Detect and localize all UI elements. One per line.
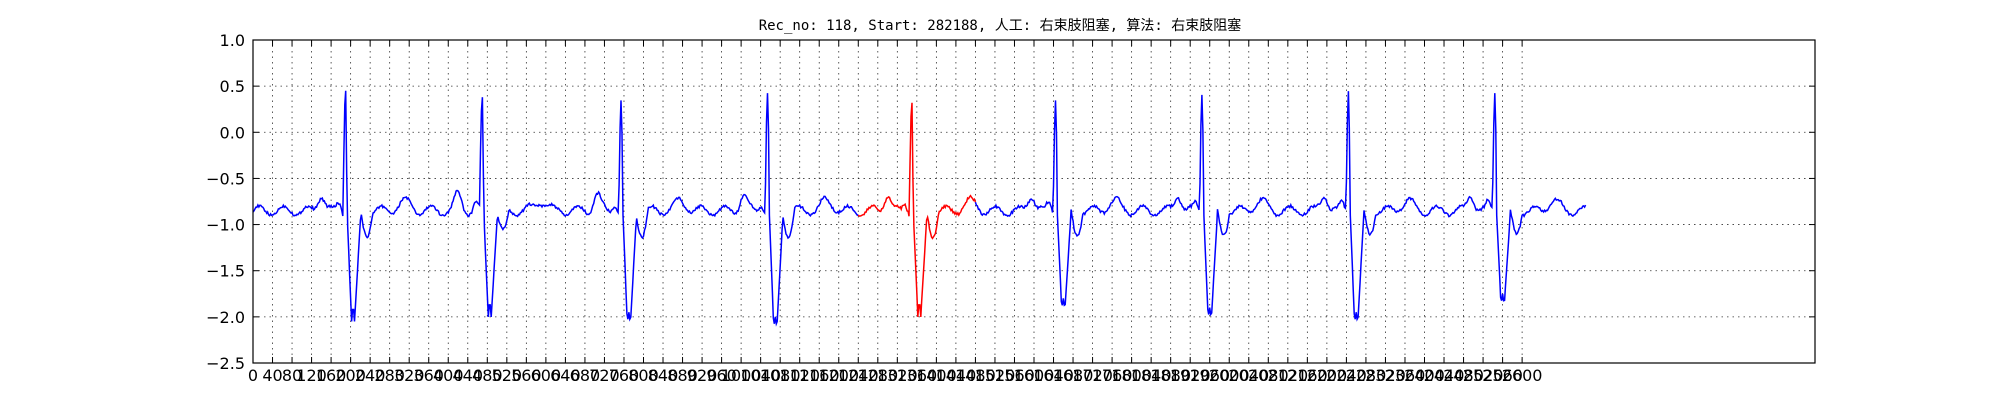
plot-frame <box>252 39 1816 364</box>
x-tick-label: 720 <box>589 366 620 385</box>
x-tick-label: 2560 <box>1482 366 1523 385</box>
x-tick-label: 440 <box>453 366 484 385</box>
y-tick-label: 0.5 <box>220 77 245 96</box>
x-tick-label: 1000 <box>721 366 762 385</box>
x-tick-label: 520 <box>492 366 523 385</box>
x-tick-label: 1920 <box>1170 366 1211 385</box>
x-tick-label: 40 <box>262 366 282 385</box>
x-tick-label: 2600 <box>1502 366 1543 385</box>
x-tick-label: 1320 <box>877 366 918 385</box>
x-tick-label: 640 <box>550 366 581 385</box>
y-tick-label: −1.5 <box>206 262 245 281</box>
series-group <box>252 90 1587 327</box>
x-tick-label: 1840 <box>1131 366 1172 385</box>
x-tick-label: 2400 <box>1404 366 1445 385</box>
x-tick-label: 200 <box>335 366 366 385</box>
x-tick-label: 1160 <box>799 366 840 385</box>
x-tick-label: 1080 <box>760 366 801 385</box>
x-tick-label: 2320 <box>1365 366 1406 385</box>
x-tick-label: 760 <box>609 366 640 385</box>
x-tick-label: 1120 <box>779 366 820 385</box>
x-tick-label: 80 <box>282 366 302 385</box>
x-tick-label: 1560 <box>994 366 1035 385</box>
x-axis: 0 40 8012016020024028032036040044048052056… <box>248 40 1543 385</box>
y-axis: 1.0 0.5 0.0 −0.5 −1.0 −1.5 −2.0 −2.5 <box>206 31 1815 373</box>
y-tick-label: 0.0 <box>220 123 245 142</box>
x-tick-label: 1440 <box>936 366 977 385</box>
x-tick-label: 320 <box>394 366 425 385</box>
y-tick-label: −2.5 <box>206 354 245 373</box>
x-tick-label: 160 <box>316 366 347 385</box>
x-tick-label: 2360 <box>1385 366 1426 385</box>
x-tick-label: 960 <box>706 366 737 385</box>
x-tick-label: 1680 <box>1053 366 1094 385</box>
x-tick-label: 1960 <box>1189 366 1230 385</box>
x-tick-label: 2120 <box>1267 366 1308 385</box>
x-tick-label: 1200 <box>818 366 859 385</box>
x-tick-label: 1480 <box>955 366 996 385</box>
x-tick-label: 2000 <box>1209 366 1250 385</box>
x-tick-label: 2440 <box>1424 366 1465 385</box>
x-tick-label: 2280 <box>1346 366 1387 385</box>
ecg-highlight-line <box>857 102 977 317</box>
ecg-series-line <box>252 90 859 327</box>
x-tick-label: 1880 <box>1150 366 1191 385</box>
ecg-series-line <box>974 91 1587 322</box>
x-tick-label: 2160 <box>1287 366 1328 385</box>
x-tick-label: 360 <box>413 366 444 385</box>
x-tick-label: 1760 <box>1092 366 1133 385</box>
x-tick-label: 1800 <box>1111 366 1152 385</box>
x-tick-label: 800 <box>628 366 659 385</box>
x-tick-label: 2520 <box>1463 366 1504 385</box>
y-tick-label: −0.5 <box>206 169 245 188</box>
x-tick-label: 2040 <box>1228 366 1269 385</box>
x-tick-label: 400 <box>433 366 464 385</box>
x-tick-label: 2080 <box>1248 366 1289 385</box>
x-tick-label: 1040 <box>740 366 781 385</box>
x-tick-label: 680 <box>570 366 601 385</box>
x-tick-label: 280 <box>374 366 405 385</box>
x-tick-label: 1360 <box>896 366 937 385</box>
y-tick-label: 1.0 <box>220 31 245 50</box>
x-tick-label: 560 <box>511 366 542 385</box>
x-tick-label: 920 <box>687 366 718 385</box>
x-tick-label: 120 <box>296 366 327 385</box>
x-tick-label: 2240 <box>1326 366 1367 385</box>
x-tick-label: 1720 <box>1072 366 1113 385</box>
x-tick-label: 1240 <box>838 366 879 385</box>
x-tick-label: 1400 <box>916 366 957 385</box>
x-tick-label: 1640 <box>1033 366 1074 385</box>
x-tick-label: 1280 <box>857 366 898 385</box>
x-tick-label: 1600 <box>1014 366 1055 385</box>
chart-title: Rec_no: 118, Start: 282188, 人工: 右束肢阻塞, 算… <box>759 17 1242 34</box>
x-tick-label: 480 <box>472 366 503 385</box>
x-tick-label: 600 <box>531 366 562 385</box>
x-tick-label: 0 <box>248 366 258 385</box>
x-tick-label: 240 <box>355 366 386 385</box>
x-tick-label: 1520 <box>975 366 1016 385</box>
x-tick-label: 2480 <box>1443 366 1484 385</box>
x-tick-label: 880 <box>667 366 698 385</box>
y-tick-label: −1.0 <box>206 216 245 235</box>
x-tick-label: 840 <box>648 366 679 385</box>
y-tick-label: −2.0 <box>206 308 245 327</box>
x-tick-label: 2200 <box>1307 366 1348 385</box>
